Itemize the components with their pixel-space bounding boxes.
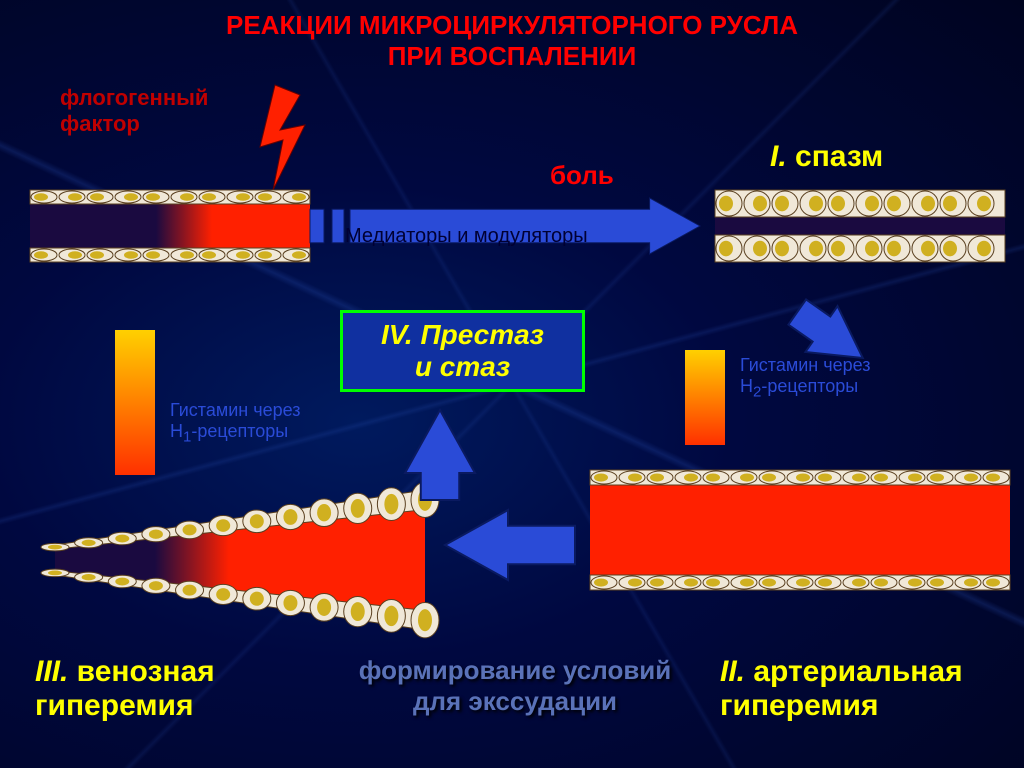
lightning-icon bbox=[255, 85, 325, 205]
gradient-bar-left bbox=[115, 330, 155, 475]
gradient-bar-right bbox=[685, 350, 725, 445]
label-histamine-h2: Гистамин черезН2-рецепторы bbox=[740, 355, 870, 401]
vessel-initial bbox=[30, 190, 310, 262]
stage-2-label: II. артериальнаягиперемия bbox=[720, 655, 963, 723]
stage-3-label: III. венознаягиперемия bbox=[35, 655, 215, 723]
label-flogogen: флогогенныйфактор bbox=[60, 85, 208, 137]
page-title: РЕАКЦИИ МИКРОЦИРКУЛЯТОРНОГО РУСЛА ПРИ ВО… bbox=[0, 10, 1024, 72]
label-pain: боль bbox=[550, 160, 614, 191]
vessel-arterial-hyperemia bbox=[590, 470, 1010, 590]
label-mediators: Медиаторы и модуляторы bbox=[345, 225, 588, 248]
title-line2: ПРИ ВОСПАЛЕНИИ bbox=[0, 41, 1024, 72]
stage-4-box: IV. Престаз и стаз bbox=[340, 310, 585, 392]
label-histamine-h1: Гистамин черезН1-рецепторы bbox=[170, 400, 300, 446]
vessel-venous-hyperemia bbox=[55, 490, 425, 630]
vessel-spasm bbox=[715, 190, 1005, 262]
footer-text: формирование условийдля экссудации bbox=[300, 655, 730, 717]
stage-1-label: I. спазм bbox=[770, 140, 883, 174]
title-line1: РЕАКЦИИ МИКРОЦИРКУЛЯТОРНОГО РУСЛА bbox=[0, 10, 1024, 41]
arrow-to-stasis bbox=[405, 410, 475, 500]
arrow-to-venous bbox=[445, 510, 575, 580]
stage-4-line2: и стаз bbox=[361, 351, 564, 383]
stage-4-line1: IV. Престаз bbox=[361, 319, 564, 351]
